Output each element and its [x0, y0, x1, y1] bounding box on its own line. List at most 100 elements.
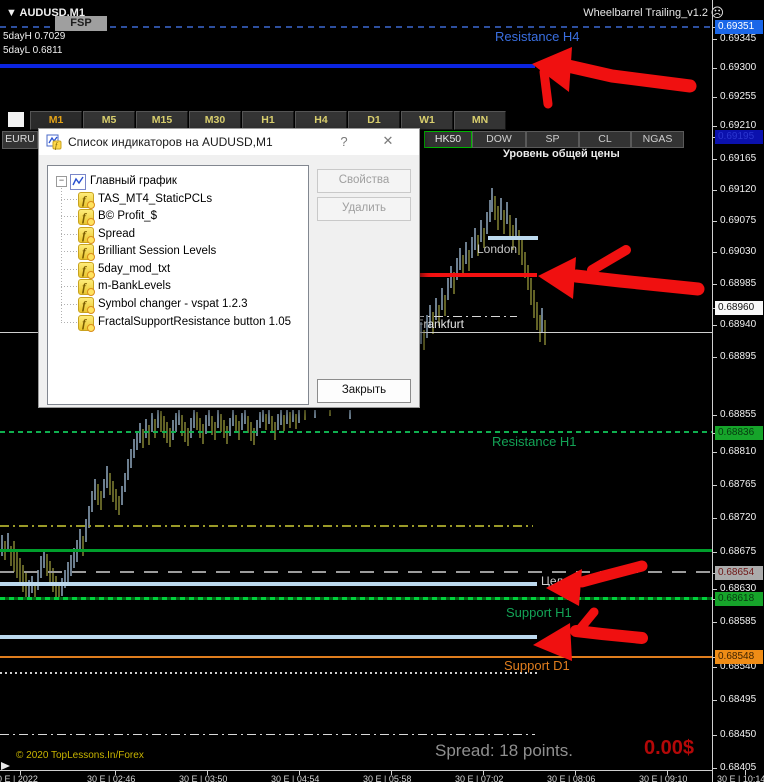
time-label: 30 E | 2022	[0, 774, 38, 782]
tree-connector	[61, 216, 77, 217]
price-tick-0.69300: 0.69300	[713, 61, 764, 75]
indicators-dialog-icon: f	[46, 134, 62, 150]
symbol-tab-cl[interactable]: CL	[579, 131, 631, 148]
price-tick-0.68495: 0.68495	[713, 693, 764, 707]
time-tick	[667, 770, 668, 775]
resistance-h4-line	[0, 64, 535, 68]
frankfurt-dashdot-line	[415, 316, 517, 317]
price-tick-0.69165: 0.69165	[713, 152, 764, 166]
tree-connector	[61, 251, 77, 252]
target-label: Цел	[541, 574, 564, 588]
price-tick-0.68654: 0.68654	[713, 566, 764, 580]
properties-button[interactable]: Свойства	[317, 169, 411, 193]
price-axis[interactable]: 0.69351 0.69345 0.69300 0.69255 0.69210 0.691…	[713, 0, 764, 782]
price-tick-0.69210: 0.69210	[713, 119, 764, 133]
copyright-label: © 2020 TopLessons.In/Forex	[16, 750, 144, 761]
fsp-button[interactable]: FSP	[55, 16, 107, 31]
indicator-name-label: 5day_mod_txt	[98, 263, 171, 275]
time-label: 30 E | 05:58	[363, 774, 412, 782]
indicator-function-icon: f	[78, 192, 95, 209]
tree-connector	[61, 286, 77, 287]
close-button[interactable]: Закрыть	[317, 379, 411, 403]
olive-dashdot-line	[0, 525, 533, 527]
delete-button[interactable]: Удалить	[317, 197, 411, 221]
indicator-function-icon: f	[78, 297, 95, 314]
collapse-icon[interactable]: −	[56, 176, 67, 187]
indicators-list-dialog: f Список индикаторов на AUDUSD,M1 ? ✕ − Г…	[38, 128, 420, 408]
time-label: 30 E | 10:14	[717, 774, 764, 782]
support-d1-line	[0, 656, 712, 658]
indicator-function-icon: f	[78, 244, 95, 261]
svg-text:f: f	[55, 141, 59, 150]
price-tick-0.68940: 0.68940	[713, 318, 764, 332]
ea-name-label: Wheelbarrel Trailing_v1.2	[583, 7, 708, 19]
support-d1-label: Support D1	[504, 658, 570, 673]
price-tick-0.69195: 0.69195	[713, 130, 764, 144]
resistance-h1-line	[0, 431, 712, 433]
support-h1-line	[0, 597, 712, 600]
lower-session-line	[0, 635, 537, 639]
time-tick	[299, 770, 300, 775]
profit-label: 0.00$	[644, 737, 695, 759]
indicator-name-label: Brilliant Session Levels	[98, 245, 217, 257]
price-tick-0.68895: 0.68895	[713, 350, 764, 364]
sad-face-icon: ☹	[710, 5, 724, 20]
time-label: 30 E | 03:50	[179, 774, 228, 782]
price-tick-0.68855: 0.68855	[713, 408, 764, 422]
indicator-function-icon: f	[78, 315, 95, 332]
target-session-line	[0, 582, 537, 586]
period-button-d1[interactable]: D1	[348, 111, 400, 130]
time-tick	[115, 770, 116, 775]
support-h1-label: Support H1	[506, 605, 572, 620]
indicator-name-label: m-BankLevels	[98, 280, 171, 292]
green-solid-line	[0, 549, 712, 552]
symbol-tab-dow[interactable]: DOW	[472, 131, 526, 148]
price-tick-0.68836: 0.68836	[713, 426, 764, 440]
price-tick-0.69351: 0.69351	[713, 20, 764, 34]
price-tick-0.68585: 0.68585	[713, 615, 764, 629]
tree-root-label: Главный график	[90, 175, 177, 187]
indicators-listbox[interactable]: − Главный график f TAS_MT4_StaticPCLs f B© Pr…	[47, 165, 309, 405]
price-tick-0.68765: 0.68765	[713, 478, 764, 492]
price-tick-0.68548: 0.68548	[713, 650, 764, 664]
chevron-down-icon[interactable]: ▼	[6, 7, 17, 19]
time-tick	[575, 770, 576, 775]
price-tick-0.68618: 0.68618	[713, 592, 764, 606]
key-level-red-line	[413, 273, 537, 277]
time-label: 30 E | 09:10	[639, 774, 688, 782]
price-tick-0.68540: 0.68540	[713, 660, 764, 674]
period-button-mn[interactable]: MN	[454, 111, 506, 130]
symbol-tab-eurusd[interactable]: EURU	[2, 131, 38, 149]
symbol-tab-ngas[interactable]: NGAS	[631, 131, 684, 148]
indicator-name-label: B© Profit_$	[98, 210, 157, 222]
london-session-line	[488, 236, 538, 240]
period-button-w1[interactable]: W1	[401, 111, 453, 130]
tree-connector	[61, 304, 77, 305]
price-tick-0.68405: 0.68405	[713, 761, 764, 775]
time-tick	[483, 770, 484, 775]
indicator-name-label: TAS_MT4_StaticPCLs	[98, 193, 213, 205]
frankfurt-label: Frankfurt	[416, 317, 465, 331]
five-day-low-label: 5dayL 0.6811	[3, 45, 63, 56]
period-button-m15[interactable]: M15	[136, 111, 188, 130]
chart-lines-layer	[0, 26, 712, 735]
indicator-name-label: Symbol changer - vspat 1.2.3	[98, 298, 248, 310]
indicator-function-icon: f	[78, 262, 95, 279]
tree-connector	[61, 199, 77, 200]
timeframe-toolbar: M1 M5 M15 M30 H1 H4 D1 W1 MN	[30, 111, 507, 130]
help-icon[interactable]: ?	[340, 134, 348, 149]
price-tick-0.69075: 0.69075	[713, 214, 764, 228]
symbol-tab-hk50[interactable]: HK50	[424, 131, 472, 148]
close-icon[interactable]: ✕	[382, 133, 394, 148]
symbol-tab-sp[interactable]: SP	[526, 131, 579, 148]
chart-icon	[70, 174, 86, 190]
dialog-titlebar[interactable]: f Список индикаторов на AUDUSD,M1 ? ✕	[39, 129, 419, 155]
bottom-dashdot-line	[0, 734, 535, 735]
period-button-m5[interactable]: M5	[83, 111, 135, 130]
toolbar-blank-button[interactable]	[8, 112, 24, 127]
london-label: London	[477, 242, 518, 256]
price-tick-0.68960: 0.68960	[713, 301, 764, 315]
price-tick-0.69345: 0.69345	[713, 32, 764, 46]
tree-connector	[61, 188, 62, 322]
tree-connector	[61, 234, 77, 235]
